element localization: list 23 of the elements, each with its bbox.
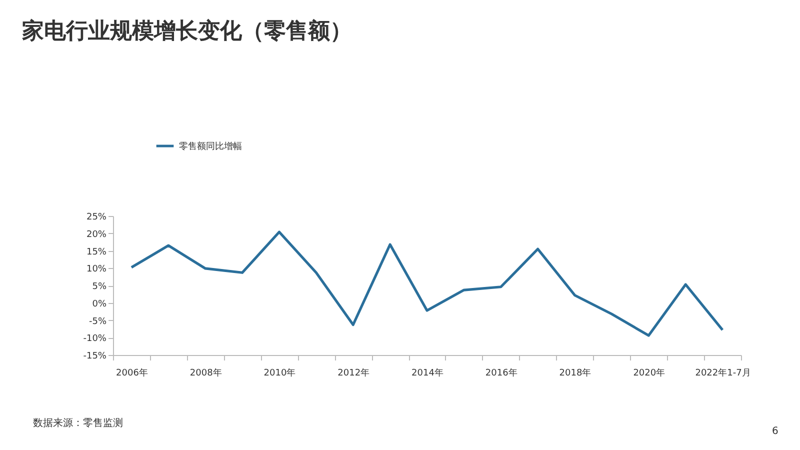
y-tick-label: -10% bbox=[83, 334, 107, 344]
line-series bbox=[130, 230, 724, 337]
x-tick-label: 2022年1-7月 bbox=[695, 368, 751, 378]
y-tick-label: -15% bbox=[83, 352, 107, 362]
y-tick-label: -5% bbox=[88, 316, 107, 327]
x-tick-label: 2012年 bbox=[338, 368, 370, 378]
y-tick-label: 15% bbox=[86, 247, 107, 258]
x-tick-label: 2006年 bbox=[116, 368, 148, 378]
y-tick-label: 20% bbox=[86, 230, 107, 240]
y-tick-label: 10% bbox=[86, 264, 107, 275]
y-tick-label: 25% bbox=[86, 212, 107, 222]
x-tick-label: 2016年 bbox=[485, 368, 518, 378]
x-tick-label: 2018年 bbox=[559, 368, 592, 378]
source-note: 数据来源：零售监测 bbox=[33, 416, 123, 430]
x-tick-label: 2008年 bbox=[190, 368, 222, 378]
x-tick-label: 2014年 bbox=[412, 368, 444, 378]
y-tick-label: 5% bbox=[92, 282, 107, 292]
x-tick-label: 2020年 bbox=[633, 368, 666, 378]
text: 6 bbox=[772, 426, 778, 437]
x-tick-label: 2010年 bbox=[264, 368, 296, 378]
y-tick-label: 0% bbox=[92, 299, 107, 310]
chart-title: 家电行业规模增长变化（零售额） bbox=[22, 18, 352, 46]
legend-label: 零售额同比增幅 bbox=[179, 141, 242, 152]
